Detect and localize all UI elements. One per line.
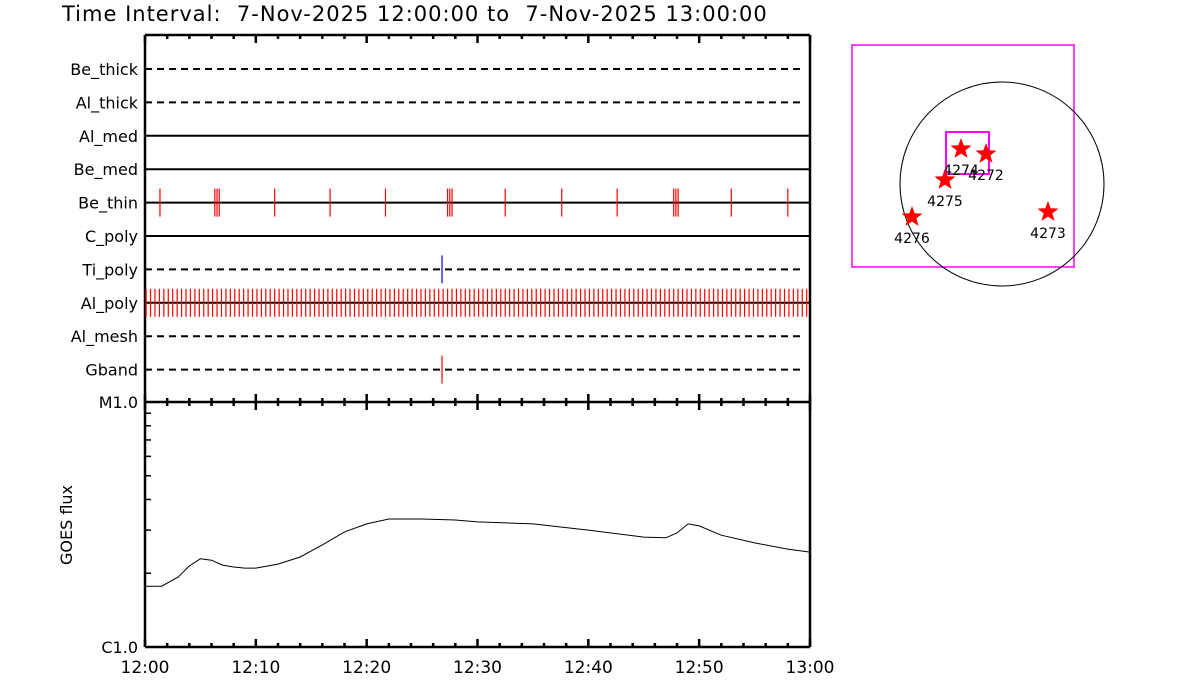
filter-label-be_med: Be_med xyxy=(74,160,138,180)
y-tick-label: C1.0 xyxy=(101,638,138,657)
x-tick-label: 12:10 xyxy=(231,658,280,678)
active-region-star-icon xyxy=(934,169,956,189)
y-axis-label: GOES flux xyxy=(57,485,76,565)
filter-label-al_mesh: Al_mesh xyxy=(71,327,138,347)
x-tick-label: 12:20 xyxy=(342,658,391,678)
active-region-label: 4272 xyxy=(968,168,1004,184)
active-region-star-icon xyxy=(950,138,972,158)
filter-label-gband: Gband xyxy=(85,361,138,380)
x-tick-label: 12:00 xyxy=(121,658,170,678)
goes-flux-line xyxy=(145,518,811,587)
time-interval-title: Time Interval: 7-Nov-2025 12:00:00 to 7-… xyxy=(62,2,768,26)
x-tick-label: 12:40 xyxy=(564,658,613,678)
x-tick-label: 13:00 xyxy=(786,658,835,678)
active-region-label: 4274 xyxy=(943,163,979,179)
filter-label-al_poly: Al_poly xyxy=(81,294,138,314)
active-region-star-icon xyxy=(901,206,923,226)
solar-disk xyxy=(899,81,1105,287)
x-tick-label: 12:30 xyxy=(453,658,502,678)
active-region-label: 4276 xyxy=(894,231,930,247)
x-tick-label: 12:50 xyxy=(675,658,724,678)
filter-label-al_thick: Al_thick xyxy=(76,93,139,113)
filter-label-c_poly: C_poly xyxy=(85,227,138,247)
active-region-star-icon xyxy=(975,143,997,163)
active-region-label: 4273 xyxy=(1030,226,1066,242)
active-region-star-icon xyxy=(1037,201,1059,221)
filter-label-al_med: Al_med xyxy=(79,127,138,147)
active-region-label: 4275 xyxy=(927,194,963,210)
fov-box xyxy=(851,44,1075,268)
filter-label-be_thick: Be_thick xyxy=(70,60,138,80)
filter-label-be_thin: Be_thin xyxy=(78,194,138,214)
filter-label-ti_poly: Ti_poly xyxy=(81,260,138,280)
y-tick-label: M1.0 xyxy=(99,393,138,412)
